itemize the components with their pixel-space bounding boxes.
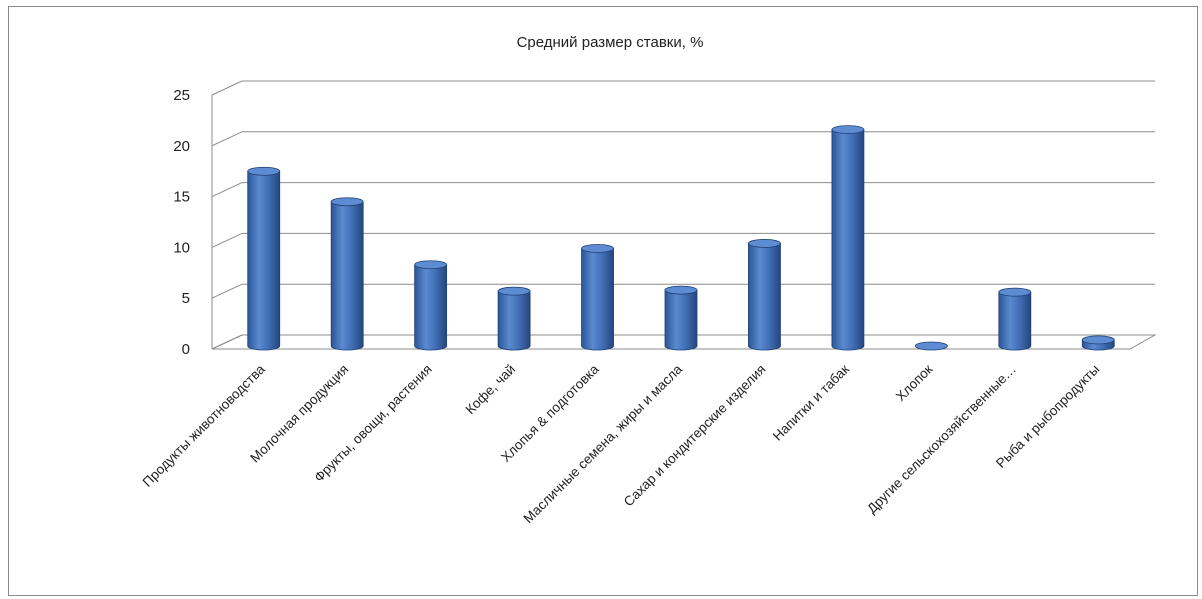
gridline-side	[211, 283, 243, 299]
bar-top	[497, 286, 531, 296]
bar-top	[330, 197, 364, 207]
bar-body	[831, 129, 865, 351]
y-axis-ticks: 0 5 10 15 20 25	[173, 87, 190, 358]
bar	[914, 341, 948, 351]
bar-body	[497, 290, 531, 351]
gridline-side	[211, 80, 243, 96]
bar-top	[914, 341, 948, 351]
bar	[497, 286, 531, 351]
bar	[664, 285, 698, 351]
bar-top	[998, 287, 1032, 297]
bar-top	[831, 125, 865, 134]
bar-top	[1081, 335, 1115, 345]
gridline-side	[211, 334, 243, 350]
bar	[998, 287, 1032, 351]
bar-top	[664, 285, 698, 295]
bar-body	[330, 201, 364, 351]
bar-top	[581, 244, 614, 253]
gridline-side	[211, 182, 243, 198]
y-tick-label: 5	[182, 290, 190, 307]
y-tick-label: 0	[182, 341, 190, 358]
y-tick-label: 20	[173, 138, 190, 155]
y-tick-label: 15	[173, 189, 190, 206]
x-category-label: Сахар и кондитерские изделия	[621, 362, 769, 510]
gridline-side	[211, 232, 243, 248]
bar	[831, 125, 865, 351]
bar	[748, 238, 781, 351]
bar-body	[247, 170, 281, 351]
bar-body	[414, 264, 448, 351]
bar-body	[748, 242, 781, 351]
bar-body	[998, 291, 1032, 351]
gridline-side	[211, 131, 243, 147]
bar-body	[664, 289, 698, 351]
bars	[247, 125, 1115, 351]
chart-title: Средний размер ставки, %	[517, 34, 704, 51]
bar	[247, 166, 281, 351]
bar-top	[414, 260, 448, 270]
x-category-label: Продукты животноводства	[140, 361, 269, 490]
bar	[1081, 335, 1115, 351]
gridlines	[211, 80, 1157, 350]
x-category-label: Напитки и табак	[770, 361, 852, 443]
bar-top	[748, 238, 781, 248]
bar	[581, 244, 614, 351]
x-category-label: Хлопок	[893, 361, 936, 404]
bar-top	[247, 166, 281, 176]
y-tick-label: 10	[173, 239, 190, 256]
bar-body	[581, 248, 614, 351]
bar	[330, 197, 364, 351]
y-tick-label: 25	[173, 87, 190, 104]
x-category-label: Кофе, чай	[463, 362, 519, 418]
x-category-label: Масличные семена, жиры и масла	[521, 361, 686, 526]
x-category-label: Другие сельскохозяйственные…	[864, 362, 1019, 517]
bar	[414, 260, 448, 351]
